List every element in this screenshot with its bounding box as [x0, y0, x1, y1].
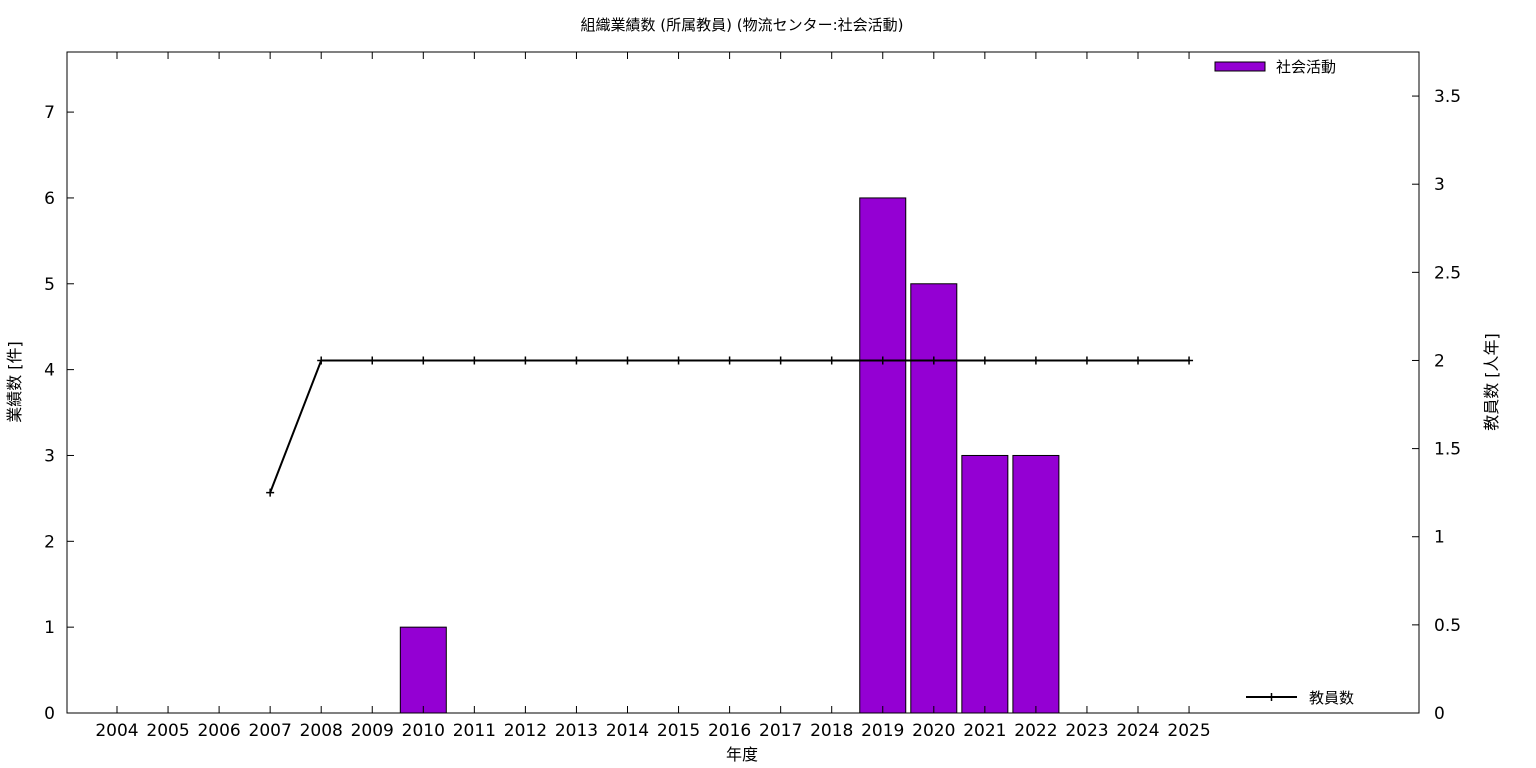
line-point-2022: [1031, 356, 1040, 365]
line-point-2024: [1134, 356, 1142, 365]
y-tick-label-1: 1: [44, 618, 55, 638]
y-tick-label-2: 2: [44, 532, 55, 552]
x-tick-label-2014: 2014: [606, 721, 649, 741]
line-point-2021: [980, 356, 989, 365]
line-point-2007: [266, 488, 275, 497]
x-tick-label-2017: 2017: [759, 721, 802, 741]
x-tick-label-2019: 2019: [861, 721, 904, 741]
y2-tick-label-0: 0: [1434, 704, 1445, 724]
line-point-2010: [419, 356, 428, 365]
bar-2019: [859, 197, 907, 714]
y2-tick-label-3.5: 3.5: [1434, 87, 1461, 107]
y2-tick-label-3: 3: [1434, 175, 1445, 195]
x-tick-label-2023: 2023: [1065, 721, 1108, 741]
y-tick-label-7: 7: [44, 103, 55, 123]
x-tick-label-2012: 2012: [504, 721, 547, 741]
plot-frame: [66, 51, 1420, 714]
chart-title: 組織業績数 (所属教員) (物流センター:社会活動): [580, 16, 903, 34]
line-point-2025: [1185, 356, 1194, 365]
line-point-2012: [521, 356, 530, 365]
x-tick-label-2020: 2020: [912, 721, 955, 741]
y-tick-label-4: 4: [44, 361, 55, 381]
line-point-2011: [470, 356, 479, 365]
y-tick-label-5: 5: [44, 275, 55, 295]
x-tick-label-2018: 2018: [810, 721, 853, 741]
line-point-2017: [776, 356, 785, 365]
x-tick-label-2007: 2007: [249, 721, 292, 741]
x-tick-label-2011: 2011: [453, 721, 496, 741]
x-tick-label-2010: 2010: [402, 721, 445, 741]
line-point-2020: [929, 356, 938, 365]
y2-tick-label-0.5: 0.5: [1434, 616, 1461, 636]
y-tick-label-3: 3: [44, 446, 55, 466]
x-tick-label-2021: 2021: [963, 721, 1006, 741]
x-tick-label-2009: 2009: [351, 721, 394, 741]
legend-swatch-社会活動: [1214, 61, 1266, 72]
x-tick-label-2004: 2004: [95, 721, 138, 741]
line-point-2015: [674, 356, 683, 365]
x-tick-label-2013: 2013: [555, 721, 598, 741]
x-tick-label-2022: 2022: [1014, 721, 1057, 741]
x-tick-label-2024: 2024: [1116, 721, 1159, 741]
x-tick-label-2006: 2006: [197, 721, 240, 741]
y-tick-label-0: 0: [44, 704, 55, 724]
legend-label-bar: 社会活動: [1276, 58, 1336, 76]
y2-tick-label-2.5: 2.5: [1434, 263, 1461, 283]
line-point-2023: [1082, 356, 1091, 365]
y2-tick-label-1.5: 1.5: [1434, 440, 1461, 460]
x-tick-label-2005: 2005: [146, 721, 189, 741]
x-tick-label-2016: 2016: [708, 721, 751, 741]
x-tick-label-2025: 2025: [1167, 721, 1210, 741]
y2-tick-label-1: 1: [1434, 528, 1445, 548]
bar-2010: [399, 626, 447, 714]
y-axis-right: 0 0.5 1 1.5 2 2.5 3 3.5: [1412, 87, 1461, 724]
line-point-2008: [317, 356, 326, 365]
bar-2020: [910, 283, 958, 714]
x-axis-label: 年度: [726, 745, 758, 764]
line-point-2019: [878, 356, 887, 365]
line-point-2009: [368, 356, 377, 365]
y-axis-label: 業績数 [件]: [5, 341, 24, 423]
bar-group: [399, 197, 1060, 714]
staff-line-group: [266, 356, 1194, 497]
y-axis-left: 0 1 2 3 4 5 6 7: [44, 103, 74, 724]
line-point-2016: [725, 356, 734, 365]
line-point-2014: [623, 356, 632, 365]
bar-2022: [1012, 454, 1060, 714]
x-axis: 2004 2005 2006 2007 2008 2009 2010 2011 2012 2013…: [95, 52, 1211, 741]
y2-axis-label: 教員数 [人年]: [1482, 333, 1501, 431]
y-tick-label-6: 6: [44, 189, 55, 209]
legend-label-line: 教員数: [1309, 689, 1354, 707]
bar-2021: [961, 454, 1009, 714]
x-tick-label-2008: 2008: [300, 721, 343, 741]
x-tick-label-2015: 2015: [657, 721, 700, 741]
line-point-2013: [572, 356, 581, 365]
y2-tick-label-2: 2: [1434, 351, 1445, 371]
line-point-2018: [827, 356, 836, 365]
